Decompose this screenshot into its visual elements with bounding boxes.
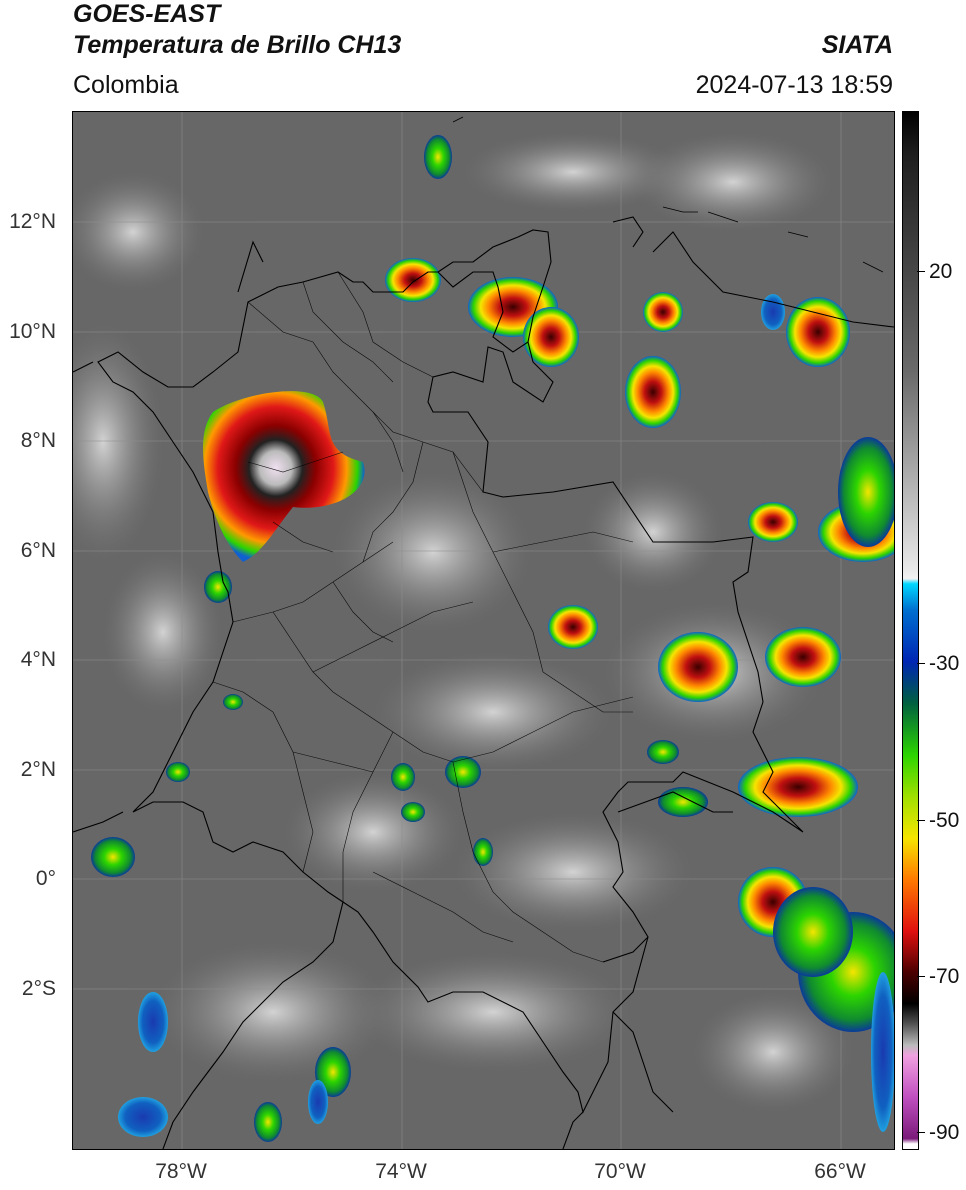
region-label: Colombia <box>73 71 179 99</box>
colorbar-tick-neg30 <box>917 663 925 664</box>
colorbar-gradient <box>903 112 918 1149</box>
lat-label-12n: 12°N <box>9 210 56 233</box>
colorbar-tick-neg50 <box>917 820 925 821</box>
colorbar-label-neg50: -50 <box>929 809 960 832</box>
colorbar-tick-neg70 <box>917 976 925 977</box>
lat-label-6n: 6°N <box>20 539 56 562</box>
department-borders <box>212 271 634 963</box>
colorbar-label-neg90: -90 <box>929 1121 960 1144</box>
title-line-2: Temperatura de Brillo CH13 <box>73 31 402 59</box>
colorbar-tick-20 <box>917 271 925 272</box>
lon-label-66w: 66°W <box>814 1160 866 1183</box>
storm-cells <box>91 135 894 1142</box>
colorbar-label-neg70: -70 <box>929 965 960 988</box>
country-borders <box>73 216 894 1149</box>
satellite-imagery <box>73 112 894 1149</box>
satellite-map[interactable] <box>72 111 895 1150</box>
lat-label-2n: 2°N <box>20 758 56 781</box>
colorbar-label-neg30: -30 <box>929 652 960 675</box>
title-line-1: GOES-EAST <box>73 0 221 28</box>
lon-label-74w: 74°W <box>375 1160 427 1183</box>
lat-label-2s: 2°S <box>21 977 56 1000</box>
datetime-label: 2024-07-13 18:59 <box>695 71 893 99</box>
lat-label-4n: 4°N <box>20 648 56 671</box>
lat-label-0: 0° <box>35 867 56 890</box>
colorbar <box>902 111 919 1150</box>
lon-label-70w: 70°W <box>594 1160 646 1183</box>
colorbar-tick-neg90 <box>917 1132 925 1133</box>
brand-label: SIATA <box>821 31 893 59</box>
lat-label-8n: 8°N <box>20 429 56 452</box>
lon-label-78w: 78°W <box>155 1160 207 1183</box>
colorbar-label-20: 20 <box>929 260 953 283</box>
lat-label-10n: 10°N <box>9 320 56 343</box>
